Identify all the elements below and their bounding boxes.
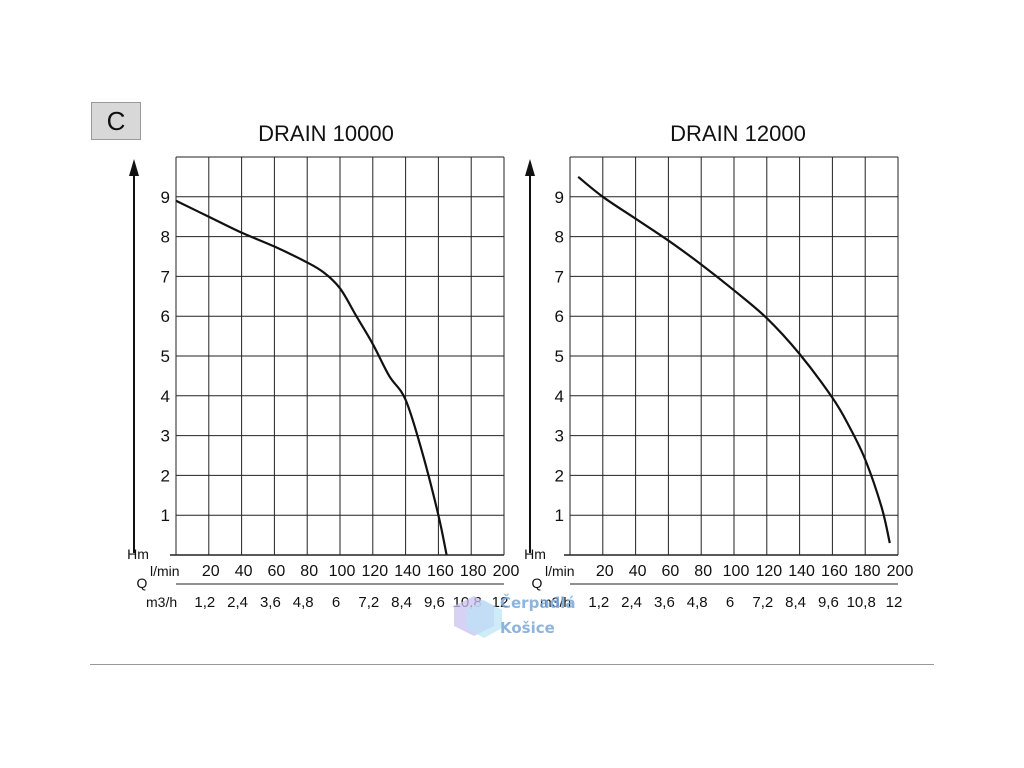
x-tick-label-primary: 120 <box>361 563 388 580</box>
x-tick-label-secondary: 2,4 <box>227 594 248 611</box>
x-tick-label-primary: 120 <box>755 563 782 580</box>
x-tick-label-secondary: 8,4 <box>391 594 412 611</box>
x-axis-label: Q <box>137 575 148 591</box>
x-tick-label-secondary: 2,4 <box>621 594 642 611</box>
chart-2 <box>525 156 899 585</box>
x-tick-label-secondary: 1,2 <box>588 594 609 611</box>
y-tick-label: 2 <box>555 466 564 485</box>
y-tick-label: 9 <box>161 188 170 207</box>
y-tick-label: 2 <box>161 466 170 485</box>
bottom-divider <box>90 664 934 665</box>
watermark-logo-icon <box>454 596 502 638</box>
x-axis-label: Q <box>532 575 543 591</box>
y-tick-label: 5 <box>161 347 170 366</box>
x-tick-label-secondary: 1,2 <box>194 594 215 611</box>
y-tick-label: 7 <box>161 267 170 286</box>
x-unit-primary: l/min <box>150 563 180 579</box>
y-tick-label: 1 <box>161 506 170 525</box>
y-axis-arrow-icon <box>129 159 139 176</box>
x-tick-label-primary: 200 <box>493 563 520 580</box>
section-badge: C <box>91 102 141 140</box>
y-tick-label: 5 <box>555 347 564 366</box>
x-tick-label-secondary: 4,8 <box>293 594 314 611</box>
y-tick-label: 6 <box>161 307 170 326</box>
x-tick-label-secondary: 6 <box>332 594 340 611</box>
x-tick-label-primary: 100 <box>329 563 356 580</box>
x-tick-label-primary: 60 <box>268 563 286 580</box>
y-tick-label: 6 <box>555 307 564 326</box>
x-tick-label-primary: 20 <box>596 563 614 580</box>
x-tick-label-primary: 180 <box>854 563 881 580</box>
x-tick-label-secondary: 9,6 <box>424 594 445 611</box>
y-tick-label: 4 <box>555 387 564 406</box>
x-tick-label-secondary: 7,2 <box>752 594 773 611</box>
x-unit-secondary: m3/h <box>146 594 177 610</box>
watermark-line2: Košice <box>500 619 555 637</box>
x-unit-secondary: m3/h <box>540 594 571 610</box>
watermark-line1: Čerpadlá <box>500 594 576 612</box>
x-tick-label-primary: 160 <box>821 563 848 580</box>
x-tick-label-secondary: 7,2 <box>358 594 379 611</box>
x-tick-label-primary: 40 <box>629 563 647 580</box>
y-tick-label: 4 <box>161 387 170 406</box>
y-axis-label: Hm <box>524 546 546 562</box>
y-tick-label: 8 <box>161 228 170 247</box>
performance-curve <box>175 199 448 556</box>
x-tick-label-primary: 100 <box>723 563 750 580</box>
x-tick-label-primary: 200 <box>887 563 914 580</box>
y-tick-label: 8 <box>555 228 564 247</box>
x-tick-label-secondary: 9,6 <box>818 594 839 611</box>
x-tick-label-primary: 140 <box>788 563 815 580</box>
chart-title: DRAIN 10000 <box>258 121 394 146</box>
x-tick-label-primary: 180 <box>460 563 487 580</box>
x-tick-label-primary: 20 <box>202 563 220 580</box>
chart-title: DRAIN 12000 <box>670 121 806 146</box>
y-tick-label: 3 <box>555 427 564 446</box>
y-tick-label: 3 <box>161 427 170 446</box>
x-tick-label-secondary: 6 <box>726 594 734 611</box>
y-tick-label: 1 <box>555 506 564 525</box>
y-tick-label: 9 <box>555 188 564 207</box>
y-tick-label: 7 <box>555 267 564 286</box>
x-tick-label-primary: 80 <box>300 563 318 580</box>
x-tick-label-primary: 80 <box>694 563 712 580</box>
x-tick-label-primary: 140 <box>394 563 421 580</box>
x-tick-label-secondary: 8,4 <box>785 594 806 611</box>
x-unit-primary: l/min <box>545 563 575 579</box>
x-tick-label-primary: 40 <box>235 563 253 580</box>
y-axis-label: Hm <box>127 546 149 562</box>
x-tick-label-secondary: 10,8 <box>847 594 876 611</box>
x-tick-label-primary: 60 <box>662 563 680 580</box>
y-axis-arrow-icon <box>525 159 535 176</box>
x-tick-label-secondary: 4,8 <box>687 594 708 611</box>
x-tick-label-secondary: 12 <box>886 594 903 611</box>
chart-1 <box>129 156 505 585</box>
x-tick-label-secondary: 3,6 <box>654 594 675 611</box>
x-tick-label-primary: 160 <box>427 563 454 580</box>
x-tick-label-secondary: 3,6 <box>260 594 281 611</box>
